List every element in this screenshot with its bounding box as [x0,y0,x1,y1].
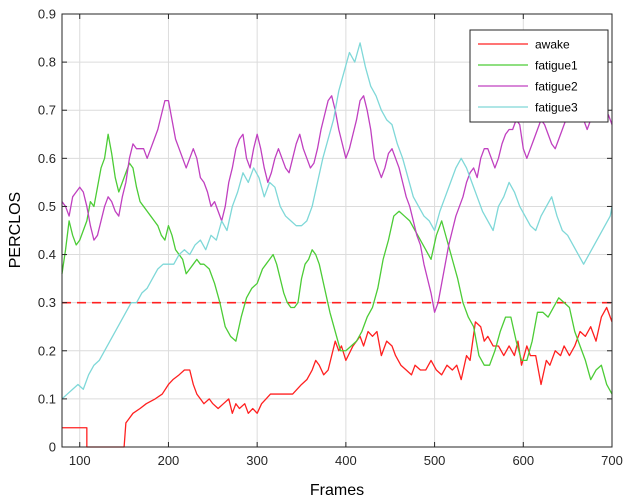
x-axis-ticks: 100 200 300 400 500 600 700 [69,14,623,468]
x-tick-label: 600 [512,453,534,468]
plot-frame [61,13,613,448]
x-tick-label: 500 [424,453,446,468]
series-layer [61,42,613,448]
x-axis-label: Frames [310,482,364,499]
y-tick-label: 0.1 [38,391,56,406]
y-tick-label: 0.3 [38,295,56,310]
series-line-awake [62,306,613,448]
y-axis-ticks: 0 0.1 0.2 0.3 0.4 0.5 0.6 0.7 0.8 0.9 [38,7,612,455]
legend-label-fatigue2: fatigue2 [535,80,578,94]
x-tick-label: 100 [69,453,91,468]
y-tick-label: 0.4 [38,247,56,262]
y-tick-label: 0.2 [38,343,56,358]
x-tick-label: 200 [158,453,180,468]
x-tick-label: 400 [335,453,357,468]
y-tick-label: 0.8 [38,55,56,70]
legend-label-fatigue1: fatigue1 [535,59,578,73]
legend-label-awake: awake [535,38,570,52]
y-tick-label: 0 [49,440,56,455]
y-tick-label: 0.6 [38,151,56,166]
legend: awake fatigue1 fatigue2 fatigue3 [469,29,609,123]
y-tick-label: 0.7 [38,103,56,118]
x-tick-label: 300 [246,453,268,468]
series-line-fatigue2 [61,95,613,313]
legend-label-fatigue3: fatigue3 [535,101,578,115]
y-tick-label: 0.9 [38,7,56,22]
x-tick-label: 700 [601,453,623,468]
y-tick-label: 0.5 [38,199,56,214]
y-axis-label: PERCLOS [7,192,24,268]
series-line-fatigue1 [61,133,613,395]
series-line-fatigue3 [61,42,613,400]
